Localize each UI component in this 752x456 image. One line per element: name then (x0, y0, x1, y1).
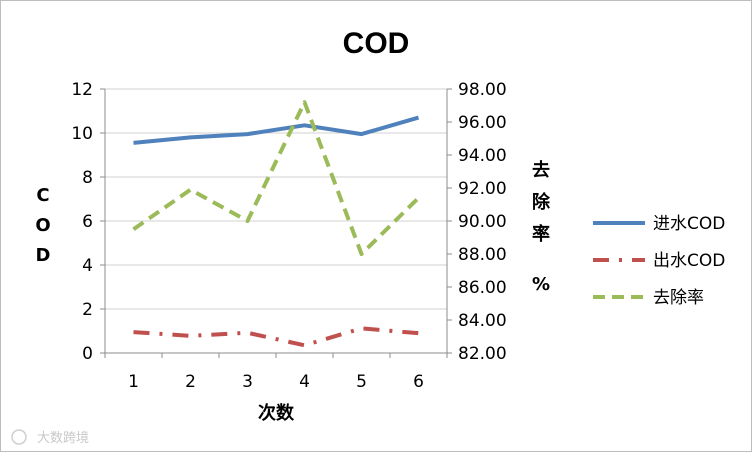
y-left-axis-title-char: D (36, 245, 51, 266)
legend-label: 进水COD (653, 214, 725, 234)
x-tick-label: 1 (128, 372, 139, 392)
y-left-tick-label: 4 (82, 256, 93, 276)
x-tick-label: 5 (356, 372, 367, 392)
watermark-text: 大数跨境 (37, 431, 89, 446)
gridlines (105, 89, 447, 309)
x-tick-label: 3 (242, 372, 253, 392)
legend: 进水COD 出水COD 去除率 (593, 214, 725, 308)
y-right-axis-title-char: 率 (532, 223, 550, 245)
y-left-tick-label: 0 (82, 344, 93, 364)
series-line (134, 328, 419, 345)
watermark: 大数跨境 (12, 430, 89, 446)
x-tick-label: 2 (185, 372, 196, 392)
y-right-tick-label: 88.00 (458, 245, 507, 265)
y-right-tick-label: 92.00 (458, 179, 507, 199)
y-right-tick-label: 90.00 (458, 212, 507, 232)
y-right-axis-title-char: 除 (532, 191, 551, 213)
chart-title: COD (343, 27, 410, 60)
y-left-tick-label: 8 (82, 168, 93, 188)
y-right-axis-title-char: 去 (532, 159, 550, 181)
y-right-axis-title-char: % (532, 274, 550, 295)
y-left-tick-label: 12 (71, 80, 93, 100)
y-left-axis-title: COD (35, 185, 50, 266)
legend-label: 去除率 (653, 288, 704, 308)
y-left-tick-label: 6 (82, 212, 93, 232)
x-tick-label: 6 (413, 372, 424, 392)
y-right-tick-label: 94.00 (458, 146, 507, 166)
y-left-tick-labels: 0 2 4 6 8 10 12 (71, 80, 93, 364)
y-right-axis-title: 去除率% (532, 159, 551, 295)
y-right-tick-label: 82.00 (458, 344, 507, 364)
y-right-tick-label: 98.00 (458, 80, 507, 100)
watermark-logo-icon (12, 430, 26, 444)
legend-label: 出水COD (653, 251, 725, 271)
y-left-tick-label: 10 (71, 124, 93, 144)
y-right-tick-label: 84.00 (458, 311, 507, 331)
y-right-tick-label: 86.00 (458, 278, 507, 298)
series-line (134, 118, 419, 143)
series-line (134, 102, 419, 254)
y-right-tick-label: 96.00 (458, 113, 507, 133)
y-right-tick-labels: 82.00 84.00 86.00 88.00 90.00 92.00 94.00 96.00… (458, 80, 507, 364)
y-left-tick-label: 2 (82, 300, 93, 320)
y-left-axis-title-char: O (35, 215, 50, 236)
x-tick-label: 4 (299, 372, 310, 392)
x-axis-title: 次数 (258, 402, 295, 424)
y-left-axis-title-char: C (36, 185, 49, 206)
x-tick-labels: 1 2 3 4 5 6 (128, 372, 424, 392)
